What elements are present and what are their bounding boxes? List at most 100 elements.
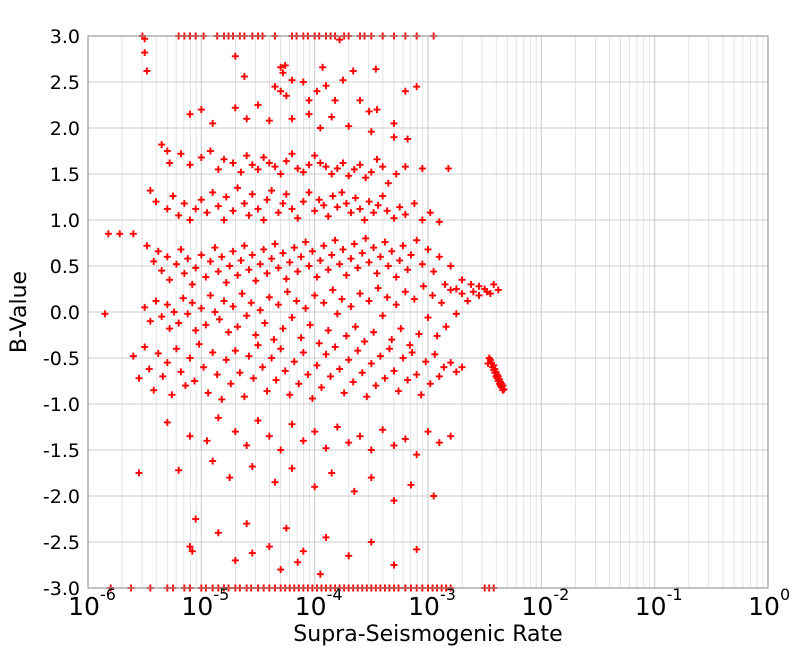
scatter-point — [484, 360, 492, 368]
scatter-point — [374, 284, 382, 292]
y-tick-label: 2.0 — [50, 118, 80, 140]
scatter-point — [311, 152, 319, 160]
scatter-point — [294, 268, 302, 276]
scatter-point — [175, 319, 183, 327]
scatter-point — [328, 469, 336, 477]
scatter-point — [392, 301, 400, 309]
scatter-point — [299, 78, 307, 86]
scatter-point — [175, 466, 183, 474]
scatter-point — [308, 394, 316, 402]
scatter-point — [315, 196, 323, 204]
scatter-point — [417, 391, 425, 399]
scatter-point — [345, 439, 353, 447]
scatter-point — [271, 83, 279, 91]
scatter-point — [288, 150, 296, 158]
scatter-point — [435, 218, 443, 226]
scatter-point — [227, 380, 235, 388]
scatter-point — [295, 380, 303, 388]
scatter-point — [388, 247, 396, 255]
scatter-point — [288, 314, 296, 322]
scatter-point — [240, 393, 248, 401]
scatter-point — [272, 376, 280, 384]
scatter-point — [248, 463, 256, 471]
scatter-point — [370, 328, 378, 336]
scatter-point — [159, 372, 167, 380]
scatter-point — [320, 242, 328, 250]
scatter-point — [203, 437, 211, 445]
scatter-point — [279, 249, 287, 257]
scatter-point — [339, 76, 347, 84]
scatter-point — [197, 304, 205, 312]
scatter-point — [245, 266, 253, 274]
scatter-point — [259, 363, 267, 371]
scatter-point — [418, 216, 426, 224]
scatter-point — [349, 378, 357, 386]
scatter-point — [184, 310, 192, 318]
scatter-point — [282, 157, 290, 165]
scatter-point — [429, 291, 437, 299]
scatter-point — [302, 304, 310, 312]
scatter-point — [383, 207, 391, 215]
scatter-point — [350, 165, 358, 173]
scatter-point — [229, 247, 237, 255]
x-tick-exponent: 0 — [780, 585, 790, 604]
scatter-point — [376, 352, 384, 360]
scatter-point — [146, 187, 154, 195]
scatter-point — [135, 374, 143, 382]
scatter-point — [372, 382, 380, 390]
scatter-point — [222, 356, 230, 364]
scatter-point — [469, 288, 477, 296]
scatter-point — [163, 147, 171, 155]
scatter-point — [265, 293, 273, 301]
scatter-point — [265, 543, 273, 551]
scatter-point — [260, 153, 268, 161]
scatter-point — [407, 251, 415, 259]
scatter-point — [192, 515, 200, 523]
scatter-point — [401, 87, 409, 95]
scatter-point — [342, 199, 350, 207]
scatter-point — [179, 294, 187, 302]
scatter-point — [418, 260, 426, 268]
scatter-point — [220, 155, 228, 163]
scatter-point — [311, 207, 319, 215]
scatter-point — [320, 201, 328, 209]
scatter-point — [415, 330, 423, 338]
scatter-point — [243, 441, 251, 449]
scatter-point — [274, 209, 282, 217]
scatter-point — [186, 354, 194, 362]
scatter-point — [191, 377, 199, 385]
scatter-point — [172, 260, 180, 268]
scatter-point — [172, 345, 180, 353]
scatter-point — [313, 273, 321, 281]
scatter-point — [413, 236, 421, 244]
scatter-point — [418, 164, 426, 172]
scatter-point — [328, 251, 336, 259]
scatter-point — [274, 264, 282, 272]
scatter-point — [192, 205, 200, 213]
scatter-point — [304, 371, 312, 379]
scatter-point — [390, 441, 398, 449]
scatter-point — [447, 432, 455, 440]
scatter-point — [367, 446, 375, 454]
y-tick-label: 0.5 — [50, 256, 80, 278]
scatter-point — [356, 96, 364, 104]
scatter-point — [129, 230, 137, 238]
scatter-point — [154, 247, 162, 255]
scatter-point — [225, 328, 233, 336]
scatter-point — [333, 203, 341, 211]
scatter-point — [209, 119, 217, 127]
scatter-point — [254, 101, 262, 109]
scatter-point — [263, 269, 271, 277]
scatter-point — [265, 159, 273, 167]
scatter-point — [311, 483, 319, 491]
scatter-point — [158, 313, 166, 321]
scatter-point — [333, 164, 341, 172]
scatter-point — [438, 299, 446, 307]
scatter-point — [277, 345, 285, 353]
scatter-point — [265, 432, 273, 440]
scatter-point — [158, 141, 166, 149]
scatter-point — [279, 199, 287, 207]
scatter-point — [379, 426, 387, 434]
scatter-point — [319, 63, 327, 71]
scatter-point — [297, 253, 305, 261]
